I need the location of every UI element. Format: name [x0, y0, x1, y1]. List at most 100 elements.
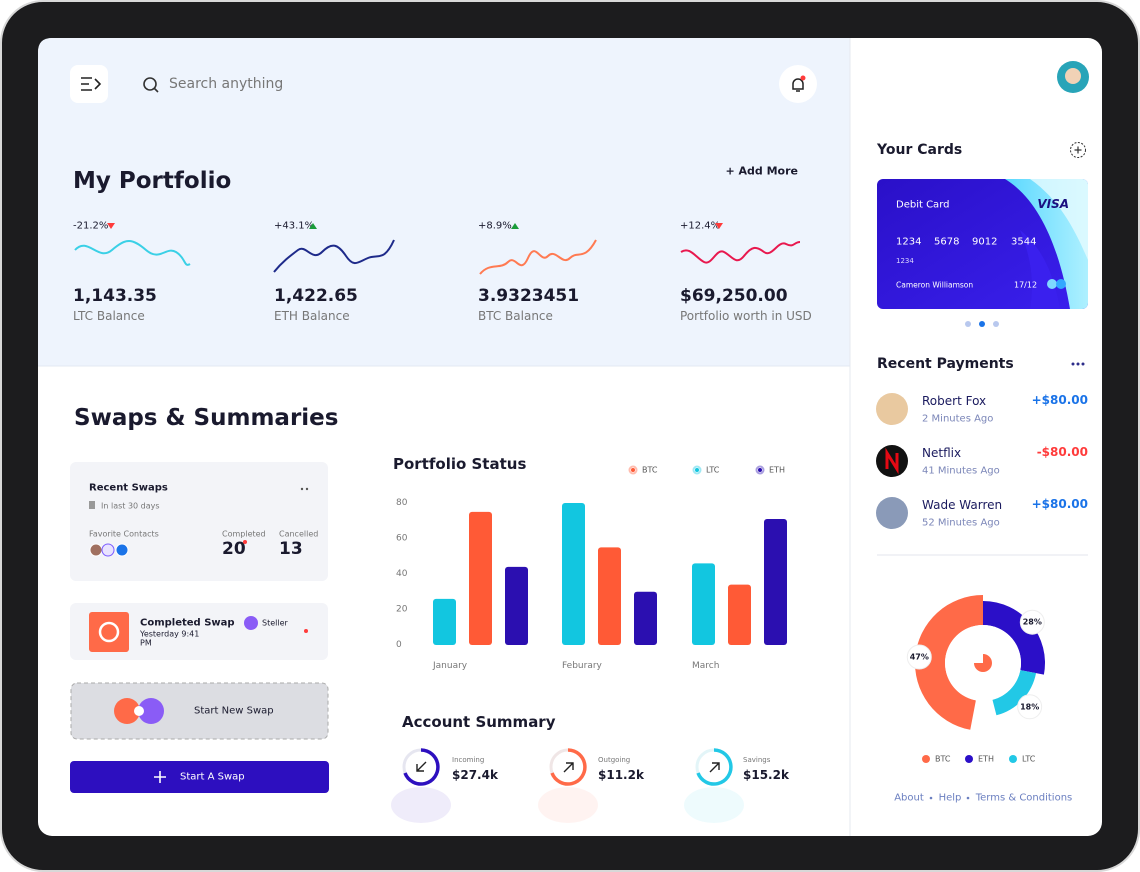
incoming-icon — [416, 761, 427, 772]
balance-value: $69,250.00 — [680, 286, 788, 306]
balance-label: BTC Balance — [478, 309, 553, 323]
balance-value: 1,422.65 — [274, 286, 358, 306]
legend-marker — [692, 465, 702, 475]
savings-icon — [709, 762, 720, 773]
contact-avatar[interactable] — [89, 543, 103, 557]
payment-amount: +$80.00 — [1032, 393, 1088, 407]
ring-progress — [403, 748, 440, 786]
search-icon — [143, 77, 157, 91]
card-number: 5678 — [934, 237, 959, 248]
carousel-dot[interactable] — [993, 321, 999, 327]
notification-dot — [800, 75, 806, 81]
start-swap-button[interactable] — [70, 761, 329, 793]
summary-label: Savings — [743, 756, 771, 764]
balance-change: +8.9% — [478, 221, 512, 232]
footer-link[interactable]: Terms & Conditions — [975, 793, 1073, 804]
portfolio-panel — [38, 38, 850, 366]
coin-icon — [138, 698, 164, 724]
x-tick-label: January — [432, 661, 468, 671]
notification-button[interactable] — [779, 65, 817, 103]
bar — [505, 566, 528, 645]
x-tick-label: March — [692, 661, 719, 671]
coin-glyph — [98, 621, 120, 643]
bar — [469, 511, 492, 645]
more-icon — [1076, 362, 1080, 366]
payer-name: Wade Warren — [922, 498, 1002, 512]
y-tick-label: 0 — [396, 640, 402, 650]
bar — [728, 584, 751, 645]
add-card-button[interactable] — [1070, 142, 1086, 158]
swap-time: Yesterday 9:41 — [139, 630, 199, 639]
bar-chart: 0 20 40 60 80 BTC LTC ETH January Feburary March — [396, 465, 787, 671]
status-dot — [304, 629, 308, 633]
more-icon[interactable] — [300, 487, 304, 491]
footer-link[interactable]: Help — [939, 793, 962, 804]
legend-label: BTC — [642, 466, 658, 475]
swap-icon — [134, 706, 144, 716]
card-holder: Cameron Williamson — [896, 281, 973, 290]
card-wave — [1020, 230, 1060, 309]
bar — [598, 547, 621, 645]
x-tick-label: Feburary — [562, 661, 603, 671]
more-icon[interactable] — [1071, 362, 1075, 366]
legend-marker — [695, 468, 699, 472]
sparkline — [74, 240, 191, 266]
contact-avatar[interactable] — [115, 543, 129, 557]
contact-avatar[interactable] — [101, 543, 115, 557]
footer-link[interactable]: About — [894, 793, 924, 804]
value-label: 18% — [1020, 702, 1039, 711]
legend-label: ETH — [769, 466, 785, 475]
legend-label: LTC — [1022, 755, 1036, 764]
legend-label: ETH — [978, 755, 994, 764]
card-number: 3544 — [1011, 237, 1036, 248]
period: In last 30 days — [101, 502, 160, 511]
payment-time: 2 Minutes Ago — [922, 414, 993, 425]
section-title: My Portfolio — [73, 168, 231, 194]
summary-value: $15.2k — [743, 768, 790, 782]
payment-time: 52 Minutes Ago — [922, 518, 1000, 529]
card-chip — [1056, 279, 1066, 289]
plus-icon — [154, 771, 166, 783]
section-title: Account Summary — [402, 713, 556, 731]
coin-icon — [89, 612, 129, 652]
coin-icon — [114, 698, 140, 724]
legend-marker — [922, 755, 930, 763]
payer-avatar — [876, 393, 908, 425]
summary-label: Outgoing — [598, 756, 630, 764]
balance-label: Portfolio worth in USD — [680, 309, 812, 323]
bar — [692, 563, 715, 645]
summary-label: Incoming — [452, 756, 484, 764]
section-title: Your Cards — [876, 142, 962, 158]
glow — [684, 787, 744, 823]
sparkline — [273, 239, 395, 273]
search-input[interactable]: Search anything — [169, 76, 283, 92]
donut-segment — [915, 595, 983, 730]
carousel-dot[interactable] — [979, 321, 985, 327]
bar — [562, 503, 585, 645]
card-number: 1234 — [896, 237, 921, 248]
summary-value: $11.2k — [598, 768, 645, 782]
label: Cancelled — [279, 530, 318, 539]
value-label: 47% — [910, 652, 929, 661]
start-new-swap-label: Start New Swap — [194, 706, 274, 717]
down-arrow — [715, 223, 723, 229]
allocation-donut: 47% 28% 18% BTC ETH LTC — [906, 595, 1046, 764]
recent-swaps-card — [70, 462, 328, 581]
button-label: Start A Swap — [180, 772, 245, 783]
balance-value: 1,143.35 — [73, 286, 157, 306]
legend-marker — [755, 465, 765, 475]
start-new-swap[interactable] — [70, 682, 329, 740]
search-icon — [153, 87, 159, 93]
sparkline — [479, 239, 597, 275]
add-more-link[interactable]: + Add More — [725, 165, 798, 178]
carousel-dot[interactable] — [965, 321, 971, 327]
section-title: Recent Payments — [877, 356, 1014, 372]
plus-icon — [1074, 146, 1082, 154]
user-avatar-face — [1065, 68, 1081, 84]
netflix-logo — [885, 447, 899, 475]
payment-amount: -$80.00 — [1037, 445, 1088, 459]
bar — [433, 598, 456, 645]
menu-icon — [81, 77, 102, 91]
coin-icon — [244, 616, 258, 630]
